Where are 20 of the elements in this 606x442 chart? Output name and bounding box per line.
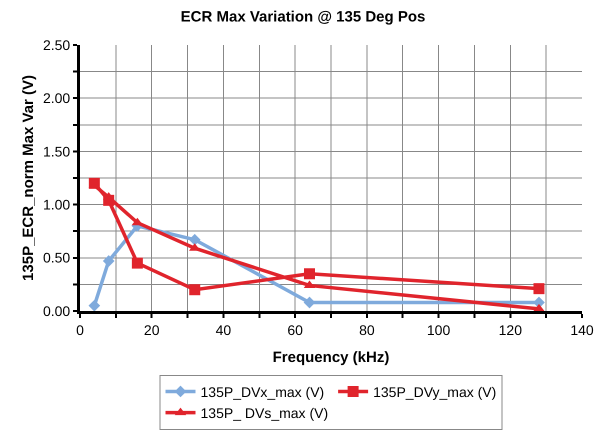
x-axis-title: Frequency (kHz) (272, 348, 390, 366)
y-tick-label: 2.50 (42, 36, 70, 53)
legend-label: 135P_ DVs_max (V) (200, 405, 328, 422)
y-tick-label: 2.00 (42, 90, 70, 106)
chart-title: ECR Max Variation @ 135 Deg Pos (180, 8, 426, 26)
x-tick-label: 120 (498, 322, 522, 338)
legend-label: 135P_DVy_max (V) (373, 384, 496, 400)
x-tick-label: 40 (216, 322, 232, 338)
x-tick-label: 60 (287, 322, 304, 338)
x-tick-label: 0 (76, 322, 84, 338)
y-tick-label: 0.00 (42, 302, 70, 319)
y-axis-title: 135P_ECR_norm Max Var (V) (20, 75, 38, 281)
y-tick-label: 1.50 (42, 143, 70, 160)
x-tick-label: 100 (426, 322, 450, 338)
x-tick-label: 140 (570, 322, 594, 338)
x-tick-label: 80 (359, 322, 375, 338)
y-tick-label: 0.50 (42, 250, 70, 266)
x-tick-label: 20 (144, 322, 160, 338)
y-tick-label: 1.00 (42, 196, 70, 212)
legend-label: 135P_DVx_max (V) (200, 384, 324, 400)
